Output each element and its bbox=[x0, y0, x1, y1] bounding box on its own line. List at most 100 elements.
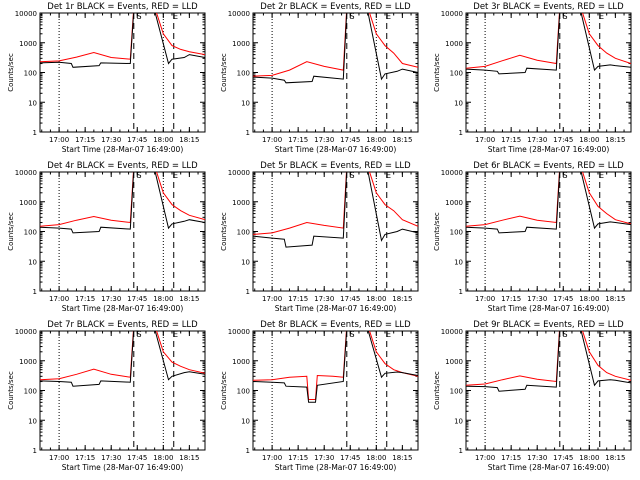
series-group bbox=[466, 331, 631, 392]
lld-series-line bbox=[253, 172, 418, 235]
y-tick-label: 1000 bbox=[232, 358, 250, 366]
x-tick-label: 17:15 bbox=[75, 295, 95, 303]
series-group bbox=[466, 13, 631, 75]
x-tick-label: 18:00 bbox=[366, 295, 386, 303]
x-axis-label: Start Time (28-Mar-07 16:49:00) bbox=[488, 145, 610, 154]
events-series-line bbox=[40, 331, 205, 387]
x-tick-label: 17:00 bbox=[49, 454, 69, 462]
y-axis-label: Counts/sec bbox=[220, 371, 228, 410]
x-axis-label: Start Time (28-Mar-07 16:49:00) bbox=[275, 463, 397, 472]
y-tick-label: 1000 bbox=[445, 358, 463, 366]
y-tick-label: 10000 bbox=[15, 10, 37, 18]
x-tick-label: 17:45 bbox=[553, 454, 573, 462]
y-tick-label: 10000 bbox=[228, 328, 250, 336]
plot-frame bbox=[465, 330, 632, 451]
lld-series-line bbox=[40, 13, 205, 63]
start-marker: S bbox=[562, 171, 567, 180]
y-tick-label: 1000 bbox=[232, 199, 250, 207]
plot-panel-6: Det 6r BLACK = Events, RED = LLD 1 10 100 10… bbox=[433, 161, 632, 313]
x-axis-label: Start Time (28-Mar-07 16:49:00) bbox=[62, 304, 184, 313]
lld-series-line bbox=[253, 13, 418, 77]
x-tick-label: 18:00 bbox=[153, 295, 173, 303]
x-tick-label: 17:45 bbox=[553, 295, 573, 303]
plot-panel-2: Det 2r BLACK = Events, RED = LLD 1 10 100 10… bbox=[220, 2, 419, 154]
x-tick-label: 17:45 bbox=[127, 136, 147, 144]
y-tick-label: 1 bbox=[246, 447, 250, 455]
end-marker: E bbox=[386, 330, 391, 339]
x-tick-label: 17:45 bbox=[340, 454, 360, 462]
x-axis-label: Start Time (28-Mar-07 16:49:00) bbox=[62, 145, 184, 154]
y-tick-label: 1000 bbox=[445, 40, 463, 48]
y-tick-label: 10 bbox=[28, 417, 37, 425]
x-tick-label: 17:15 bbox=[501, 454, 521, 462]
x-tick-label: 17:00 bbox=[49, 295, 69, 303]
y-tick-label: 10000 bbox=[441, 10, 463, 18]
x-axis-label: Start Time (28-Mar-07 16:49:00) bbox=[275, 304, 397, 313]
y-tick-label: 1 bbox=[246, 288, 250, 296]
y-tick-label: 10 bbox=[454, 417, 463, 425]
y-tick-label: 1 bbox=[33, 288, 37, 296]
panel-title: Det 5r BLACK = Events, RED = LLD bbox=[260, 161, 411, 171]
y-tick-label: 1000 bbox=[232, 40, 250, 48]
x-tick-label: 18:15 bbox=[605, 295, 625, 303]
y-tick-label: 1 bbox=[459, 129, 463, 137]
panel-title: Det 8r BLACK = Events, RED = LLD bbox=[260, 320, 411, 330]
plot-panel-3: Det 3r BLACK = Events, RED = LLD 1 10 100 10… bbox=[433, 2, 632, 154]
y-axis-label: Counts/sec bbox=[7, 53, 15, 92]
y-axis-label: Counts/sec bbox=[220, 212, 228, 251]
series-group bbox=[40, 331, 205, 387]
lld-series-line bbox=[466, 13, 631, 69]
x-tick-label: 18:15 bbox=[179, 295, 199, 303]
y-tick-label: 10 bbox=[241, 417, 250, 425]
series-group bbox=[466, 172, 631, 234]
y-tick-label: 1000 bbox=[19, 40, 37, 48]
plot-panel-9: Det 9r BLACK = Events, RED = LLD 1 10 100 10… bbox=[433, 320, 632, 472]
y-tick-label: 10000 bbox=[15, 169, 37, 177]
plot-frame bbox=[252, 330, 419, 451]
panel-title: Det 2r BLACK = Events, RED = LLD bbox=[260, 2, 411, 12]
y-tick-label: 10000 bbox=[228, 10, 250, 18]
x-axis-label: Start Time (28-Mar-07 16:49:00) bbox=[488, 463, 610, 472]
y-tick-label: 10000 bbox=[15, 328, 37, 336]
y-tick-label: 100 bbox=[450, 70, 463, 78]
x-tick-label: 18:00 bbox=[153, 454, 173, 462]
x-tick-label: 18:15 bbox=[179, 454, 199, 462]
y-axis-label: Counts/sec bbox=[433, 53, 441, 92]
x-tick-label: 17:30 bbox=[101, 136, 121, 144]
events-series-line bbox=[466, 172, 631, 234]
x-tick-label: 18:15 bbox=[392, 136, 412, 144]
plot-frame bbox=[39, 171, 206, 292]
x-tick-label: 17:30 bbox=[314, 454, 334, 462]
x-tick-label: 18:00 bbox=[579, 295, 599, 303]
x-tick-label: 17:00 bbox=[262, 295, 282, 303]
end-marker: E bbox=[386, 12, 391, 21]
y-tick-label: 10 bbox=[241, 258, 250, 266]
end-marker: E bbox=[173, 171, 178, 180]
plot-frame bbox=[39, 330, 206, 451]
y-tick-label: 10000 bbox=[441, 328, 463, 336]
events-series-line bbox=[253, 172, 418, 248]
panel-title: Det 4r BLACK = Events, RED = LLD bbox=[47, 161, 198, 171]
x-tick-label: 17:45 bbox=[340, 136, 360, 144]
y-axis-label: Counts/sec bbox=[7, 212, 15, 251]
start-marker: S bbox=[562, 330, 567, 339]
plot-frame bbox=[39, 12, 206, 133]
plot-panel-4: Det 4r BLACK = Events, RED = LLD 1 10 100 10… bbox=[7, 161, 206, 313]
x-tick-label: 17:00 bbox=[475, 295, 495, 303]
y-tick-label: 1 bbox=[459, 288, 463, 296]
y-tick-label: 10 bbox=[28, 99, 37, 107]
panel-title: Det 9r BLACK = Events, RED = LLD bbox=[473, 320, 624, 330]
start-marker: S bbox=[349, 330, 354, 339]
x-tick-label: 17:30 bbox=[527, 295, 547, 303]
y-tick-label: 100 bbox=[24, 388, 37, 396]
series-group bbox=[253, 13, 418, 84]
y-tick-label: 100 bbox=[450, 388, 463, 396]
start-marker: S bbox=[136, 12, 141, 21]
plot-panel-8: Det 8r BLACK = Events, RED = LLD 1 10 100 10… bbox=[220, 320, 419, 472]
start-marker: S bbox=[136, 330, 141, 339]
start-marker: S bbox=[562, 12, 567, 21]
end-marker: E bbox=[599, 330, 604, 339]
plot-panel-5: Det 5r BLACK = Events, RED = LLD 1 10 100 10… bbox=[220, 161, 419, 313]
y-tick-label: 10 bbox=[454, 258, 463, 266]
y-tick-label: 1000 bbox=[19, 199, 37, 207]
